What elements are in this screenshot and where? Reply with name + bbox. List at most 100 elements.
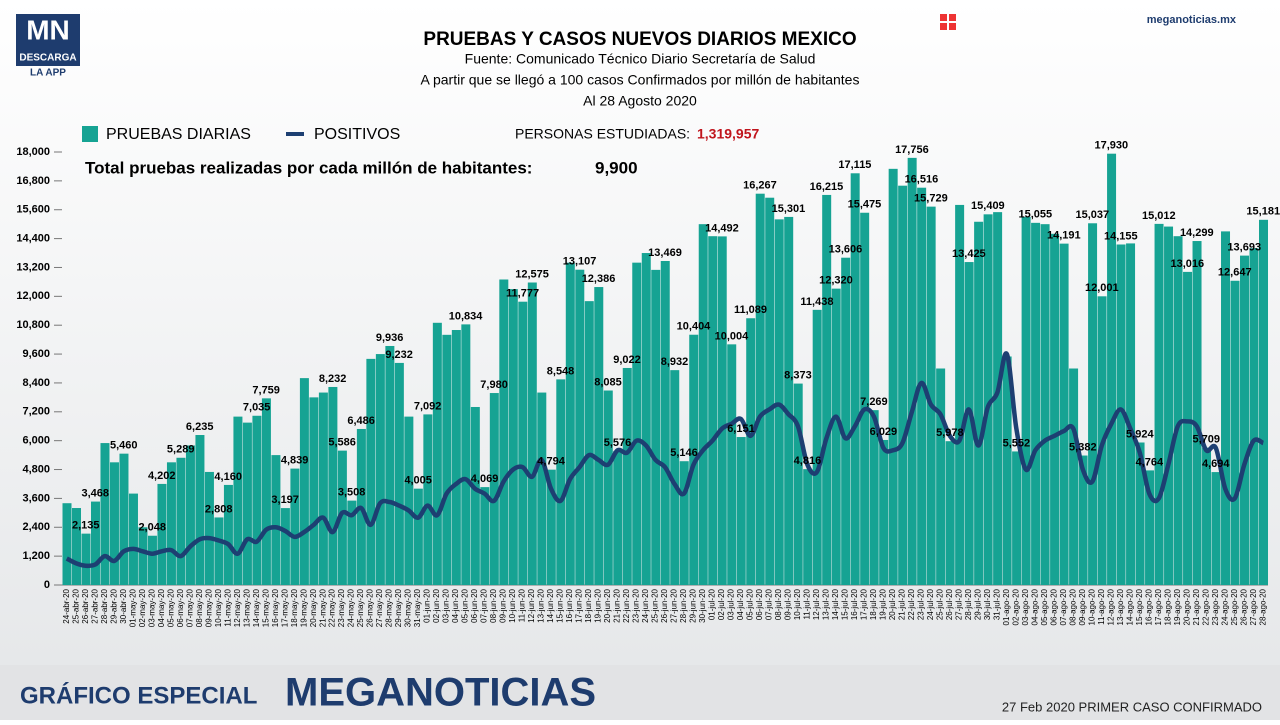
bar bbox=[831, 288, 841, 585]
x-tick-label: 05-jul-20 bbox=[746, 588, 755, 620]
x-tick-label: 06-jun-20 bbox=[470, 588, 479, 622]
x-tick-label: 07-jul-20 bbox=[765, 588, 774, 620]
x-tick-label: 23-may-20 bbox=[337, 588, 346, 627]
data-label: 14,299 bbox=[1180, 227, 1214, 239]
x-tick-label: 12-ago-20 bbox=[1106, 588, 1115, 625]
data-label: 17,930 bbox=[1094, 140, 1128, 152]
data-label: 5,552 bbox=[1003, 437, 1031, 449]
bar bbox=[850, 173, 860, 585]
bar bbox=[812, 309, 822, 585]
x-tick-label: 13-jul-20 bbox=[822, 588, 831, 620]
x-tick-label: 11-ago-20 bbox=[1097, 588, 1106, 624]
bar bbox=[499, 279, 509, 585]
x-tick-label: 21-may-20 bbox=[318, 588, 327, 627]
data-label: 17,756 bbox=[895, 144, 929, 156]
x-tick-label: 28-ago-20 bbox=[1258, 588, 1267, 625]
x-tick-label: 05-ago-20 bbox=[1040, 588, 1049, 625]
data-label: 14,492 bbox=[705, 222, 739, 234]
bar bbox=[451, 330, 461, 585]
x-tick-label: 25-ago-20 bbox=[1230, 588, 1239, 625]
x-tick-label: 30-abr-20 bbox=[119, 588, 128, 623]
subtitle: A partir que se llegó a 100 casos Confir… bbox=[421, 72, 860, 88]
bar bbox=[575, 269, 585, 585]
x-tick-label: 29-may-20 bbox=[394, 588, 403, 627]
x-tick-label: 29-jul-20 bbox=[973, 588, 982, 620]
bar bbox=[223, 484, 233, 585]
data-label: 15,012 bbox=[1142, 210, 1176, 222]
data-label: 4,069 bbox=[471, 473, 499, 485]
bar bbox=[185, 445, 195, 585]
x-tick-label: 11-may-20 bbox=[223, 588, 232, 626]
bar bbox=[736, 437, 746, 585]
x-tick-label: 25-jun-20 bbox=[651, 588, 660, 622]
bar bbox=[755, 193, 765, 585]
bar bbox=[100, 443, 110, 585]
y-tick-label: 8,400 bbox=[22, 377, 50, 389]
x-tick-label: 14-may-20 bbox=[252, 588, 261, 627]
data-label: 2,808 bbox=[205, 503, 233, 515]
bar bbox=[717, 236, 727, 585]
bar bbox=[176, 457, 186, 585]
bar bbox=[964, 262, 974, 585]
bar bbox=[1107, 153, 1117, 585]
bar bbox=[993, 212, 1003, 585]
x-tick-label: 04-jul-20 bbox=[736, 588, 745, 620]
logo-box bbox=[16, 14, 80, 66]
bar bbox=[774, 219, 784, 585]
bar bbox=[603, 390, 613, 585]
y-tick-label: 4,800 bbox=[22, 463, 50, 475]
bar bbox=[1088, 223, 1098, 585]
x-tick-label: 24-may-20 bbox=[347, 588, 356, 627]
bar bbox=[442, 334, 452, 585]
bar bbox=[1211, 472, 1221, 585]
y-tick-label: 2,400 bbox=[22, 521, 50, 533]
x-tick-label: 12-may-20 bbox=[233, 588, 242, 627]
subtitle: Fuente: Comunicado Técnico Diario Secret… bbox=[465, 51, 816, 67]
bar bbox=[280, 508, 290, 585]
x-tick-label: 17-may-20 bbox=[280, 588, 289, 627]
bar bbox=[841, 257, 851, 585]
per-million-value: 9,900 bbox=[595, 158, 638, 177]
data-label: 10,834 bbox=[449, 310, 484, 322]
x-tick-label: 14-jun-20 bbox=[546, 588, 555, 622]
bar bbox=[1126, 243, 1136, 585]
bar bbox=[983, 214, 993, 585]
line bbox=[65, 351, 1265, 569]
bar bbox=[299, 378, 309, 585]
bar bbox=[651, 269, 661, 585]
bar bbox=[1002, 356, 1012, 585]
x-tick-label: 07-ago-20 bbox=[1059, 588, 1068, 625]
data-label: 3,468 bbox=[81, 487, 109, 499]
x-tick-label: 02-jul-20 bbox=[717, 588, 726, 620]
bar bbox=[537, 392, 547, 585]
x-tick-label: 26-may-20 bbox=[366, 588, 375, 627]
x-tick-label: 20-may-20 bbox=[309, 588, 318, 627]
x-tick-label: 10-jul-20 bbox=[793, 588, 802, 620]
x-tick-label: 13-jun-20 bbox=[537, 588, 546, 622]
bar bbox=[917, 187, 927, 586]
data-label: 12,386 bbox=[582, 273, 616, 285]
bar bbox=[565, 262, 575, 585]
x-tick-label: 07-jun-20 bbox=[480, 588, 489, 622]
data-label: 5,576 bbox=[604, 437, 632, 449]
x-tick-label: 30-jun-20 bbox=[698, 588, 707, 622]
x-tick-label: 27-jul-20 bbox=[954, 588, 963, 620]
x-tick-label: 18-ago-20 bbox=[1163, 588, 1172, 625]
bar bbox=[337, 450, 347, 585]
bar bbox=[1230, 280, 1240, 585]
bar bbox=[423, 414, 433, 585]
data-label: 13,107 bbox=[563, 256, 597, 268]
x-tick-label: 28-jul-20 bbox=[964, 588, 973, 620]
x-tick-label: 16-jul-20 bbox=[850, 588, 859, 620]
x-tick-label: 27-ago-20 bbox=[1249, 588, 1258, 625]
bar bbox=[546, 469, 556, 585]
x-tick-label: 14-jul-20 bbox=[831, 588, 840, 620]
bar bbox=[1031, 222, 1041, 585]
data-label: 14,191 bbox=[1047, 230, 1081, 242]
x-tick-label: 08-jun-20 bbox=[489, 588, 498, 622]
x-tick-label: 14-ago-20 bbox=[1125, 588, 1134, 625]
y-tick-label: 0 bbox=[44, 579, 50, 591]
y-tick-label: 13,200 bbox=[16, 261, 50, 273]
